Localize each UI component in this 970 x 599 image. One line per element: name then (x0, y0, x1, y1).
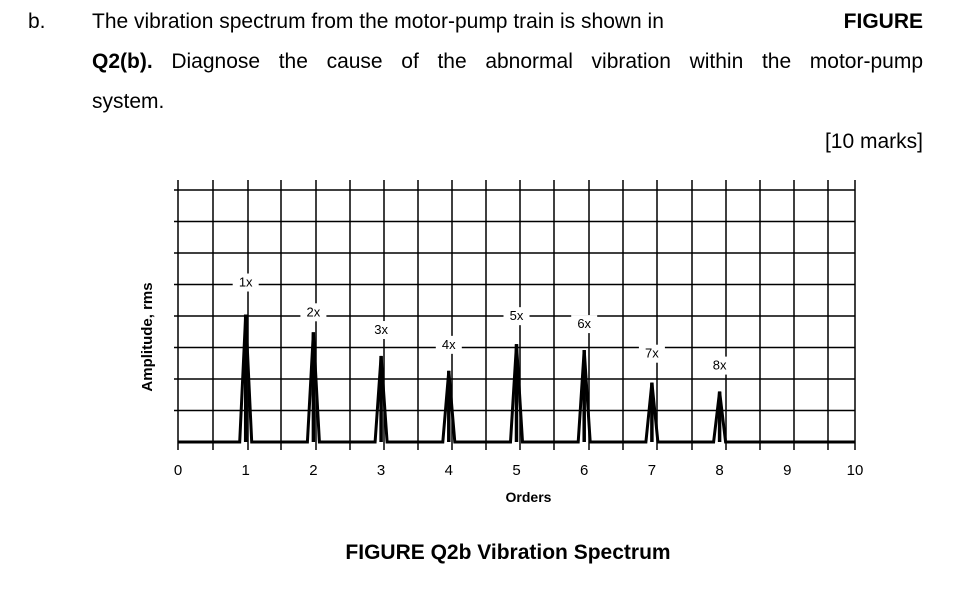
question-text-line1: The vibration spectrum from the motor-pu… (92, 10, 664, 33)
peak-1x-label: 1x (239, 275, 253, 290)
question-word: the (278, 50, 308, 73)
peak-7x-label-bg (638, 344, 665, 363)
question-word: Diagnose (171, 50, 261, 73)
x-tick-label: 0 (174, 462, 182, 479)
peak-2x-label-bg (300, 303, 327, 322)
peak-3x-label-bg (368, 321, 395, 340)
peak-4x-label-bg (435, 335, 462, 354)
question-word: of (401, 50, 419, 73)
question-marks: [10 marks] (824, 130, 923, 153)
x-tick-label: 7 (648, 462, 656, 479)
peak-2x-label: 2x (307, 304, 321, 319)
question-text-line2: Q2(b). Diagnose the cause of the abnormal vibra… (92, 50, 923, 74)
question-figure-ref: FIGURE (843, 10, 923, 33)
peak-6x-label-bg (571, 315, 598, 334)
x-tick-label: 8 (715, 462, 723, 479)
question-label: b. (28, 10, 46, 33)
peak-1x-label-bg (232, 273, 259, 292)
spectrum-trace (178, 314, 855, 444)
x-tick-label: 5 (512, 462, 520, 479)
question-word: motor-pump (809, 50, 923, 73)
y-axis-label: Amplitude, rms (139, 282, 156, 391)
x-tick-label: 6 (580, 462, 588, 479)
x-tick-label: 1 (242, 462, 250, 479)
x-tick-label: 9 (783, 462, 791, 479)
peak-4x-label: 4x (442, 337, 456, 352)
figure-caption: FIGURE Q2b Vibration Spectrum (345, 541, 671, 564)
question-word: cause (326, 50, 383, 73)
peak-6x-label: 6x (577, 316, 591, 331)
peak-8x-label-bg (706, 356, 733, 375)
question-word: the (437, 50, 467, 73)
x-axis-label: Orders (506, 489, 552, 505)
x-tick-label: 3 (377, 462, 385, 479)
figure-reference: Q2(b). (92, 50, 153, 73)
x-tick-label: 10 (847, 462, 864, 479)
question-word: vibration (591, 50, 671, 73)
peak-5x-label-bg (503, 307, 530, 326)
peak-7x-label: 7x (645, 346, 659, 361)
peak-3x-label: 3x (374, 322, 388, 337)
question-word: the (761, 50, 792, 73)
question-word: abnormal (485, 50, 573, 73)
x-tick-label: 2 (309, 462, 317, 479)
peak-5x-label: 5x (510, 308, 524, 323)
question-word: within (689, 50, 744, 73)
question-text-line3: system. (92, 90, 165, 113)
x-tick-label: 4 (445, 462, 453, 479)
peak-8x-label: 8x (713, 358, 727, 373)
